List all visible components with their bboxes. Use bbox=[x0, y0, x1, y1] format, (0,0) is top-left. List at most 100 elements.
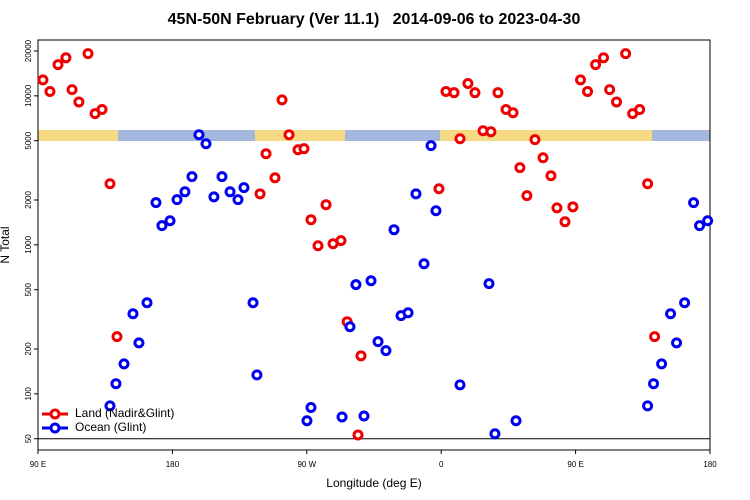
point bbox=[702, 215, 714, 227]
land-mask-band bbox=[38, 130, 710, 141]
point bbox=[254, 188, 266, 200]
series bbox=[37, 48, 661, 441]
point bbox=[365, 275, 377, 287]
y-tick-label: 10000 bbox=[24, 84, 33, 107]
point bbox=[60, 52, 72, 64]
point bbox=[648, 378, 660, 390]
ocean-strip bbox=[652, 130, 710, 141]
point bbox=[283, 129, 295, 141]
x-tick-label: 90 E bbox=[567, 460, 583, 469]
point bbox=[298, 143, 310, 155]
point bbox=[335, 235, 347, 247]
point bbox=[193, 129, 205, 141]
point bbox=[410, 188, 422, 200]
point bbox=[312, 240, 324, 252]
point bbox=[127, 308, 139, 320]
y-tick-label: 2000 bbox=[24, 191, 33, 209]
point bbox=[358, 410, 370, 422]
x-tick-label: 90 W bbox=[297, 460, 316, 469]
point bbox=[269, 172, 281, 184]
point bbox=[665, 308, 677, 320]
point bbox=[66, 84, 78, 96]
point bbox=[642, 178, 654, 190]
point bbox=[110, 378, 122, 390]
point bbox=[620, 48, 632, 60]
point bbox=[567, 201, 579, 213]
series bbox=[104, 129, 714, 440]
chart-title: 45N-50N February (Ver 11.1) 2014-09-06 t… bbox=[168, 11, 581, 28]
point bbox=[37, 74, 49, 86]
y-tick-label: 500 bbox=[24, 282, 33, 296]
point bbox=[656, 358, 668, 370]
ocean-strip bbox=[345, 130, 440, 141]
point bbox=[521, 190, 533, 202]
point bbox=[52, 59, 64, 71]
point bbox=[247, 297, 259, 309]
point bbox=[336, 411, 348, 423]
point bbox=[671, 337, 683, 349]
point bbox=[454, 133, 466, 145]
point bbox=[418, 258, 430, 270]
point bbox=[171, 194, 183, 206]
point bbox=[186, 171, 198, 183]
point bbox=[433, 183, 445, 195]
point bbox=[485, 126, 497, 138]
y-tick-label: 200 bbox=[24, 342, 33, 356]
point bbox=[200, 138, 212, 150]
point bbox=[276, 94, 288, 106]
point bbox=[216, 171, 228, 183]
point bbox=[118, 358, 130, 370]
point bbox=[514, 162, 526, 174]
x-tick-label: 90 E bbox=[30, 460, 46, 469]
land-strip bbox=[255, 130, 345, 141]
point bbox=[598, 52, 610, 64]
point bbox=[507, 107, 519, 119]
point bbox=[529, 134, 541, 146]
point bbox=[224, 186, 236, 198]
legend-marker bbox=[49, 422, 61, 434]
y-tick-label: 100 bbox=[24, 387, 33, 401]
point bbox=[355, 350, 367, 362]
point bbox=[604, 84, 616, 96]
point bbox=[649, 331, 661, 343]
point bbox=[350, 279, 362, 291]
x-tick-label: 180 bbox=[703, 460, 717, 469]
point bbox=[164, 215, 176, 227]
point bbox=[469, 87, 481, 99]
x-tick-label: 0 bbox=[439, 460, 444, 469]
point bbox=[611, 96, 623, 108]
point bbox=[492, 87, 504, 99]
point bbox=[156, 220, 168, 232]
legend-marker bbox=[49, 408, 61, 420]
point bbox=[179, 186, 191, 198]
point bbox=[510, 415, 522, 427]
point bbox=[454, 379, 466, 391]
point bbox=[551, 202, 563, 214]
point bbox=[320, 199, 332, 211]
point bbox=[232, 194, 244, 206]
y-tick-label: 5000 bbox=[24, 131, 33, 149]
point bbox=[430, 205, 442, 217]
point bbox=[448, 87, 460, 99]
point bbox=[301, 415, 313, 427]
point bbox=[82, 48, 94, 60]
point bbox=[141, 297, 153, 309]
point bbox=[537, 152, 549, 164]
point bbox=[688, 197, 700, 209]
point bbox=[380, 345, 392, 357]
point bbox=[483, 278, 495, 290]
point bbox=[133, 337, 145, 349]
point bbox=[462, 78, 474, 90]
point bbox=[96, 103, 108, 115]
point bbox=[694, 220, 706, 232]
point bbox=[372, 336, 384, 348]
point bbox=[545, 170, 557, 182]
point bbox=[575, 74, 587, 86]
point bbox=[590, 59, 602, 71]
point bbox=[425, 140, 437, 152]
point bbox=[251, 369, 263, 381]
point bbox=[582, 85, 594, 97]
y-axis-label: N Total bbox=[0, 226, 12, 263]
